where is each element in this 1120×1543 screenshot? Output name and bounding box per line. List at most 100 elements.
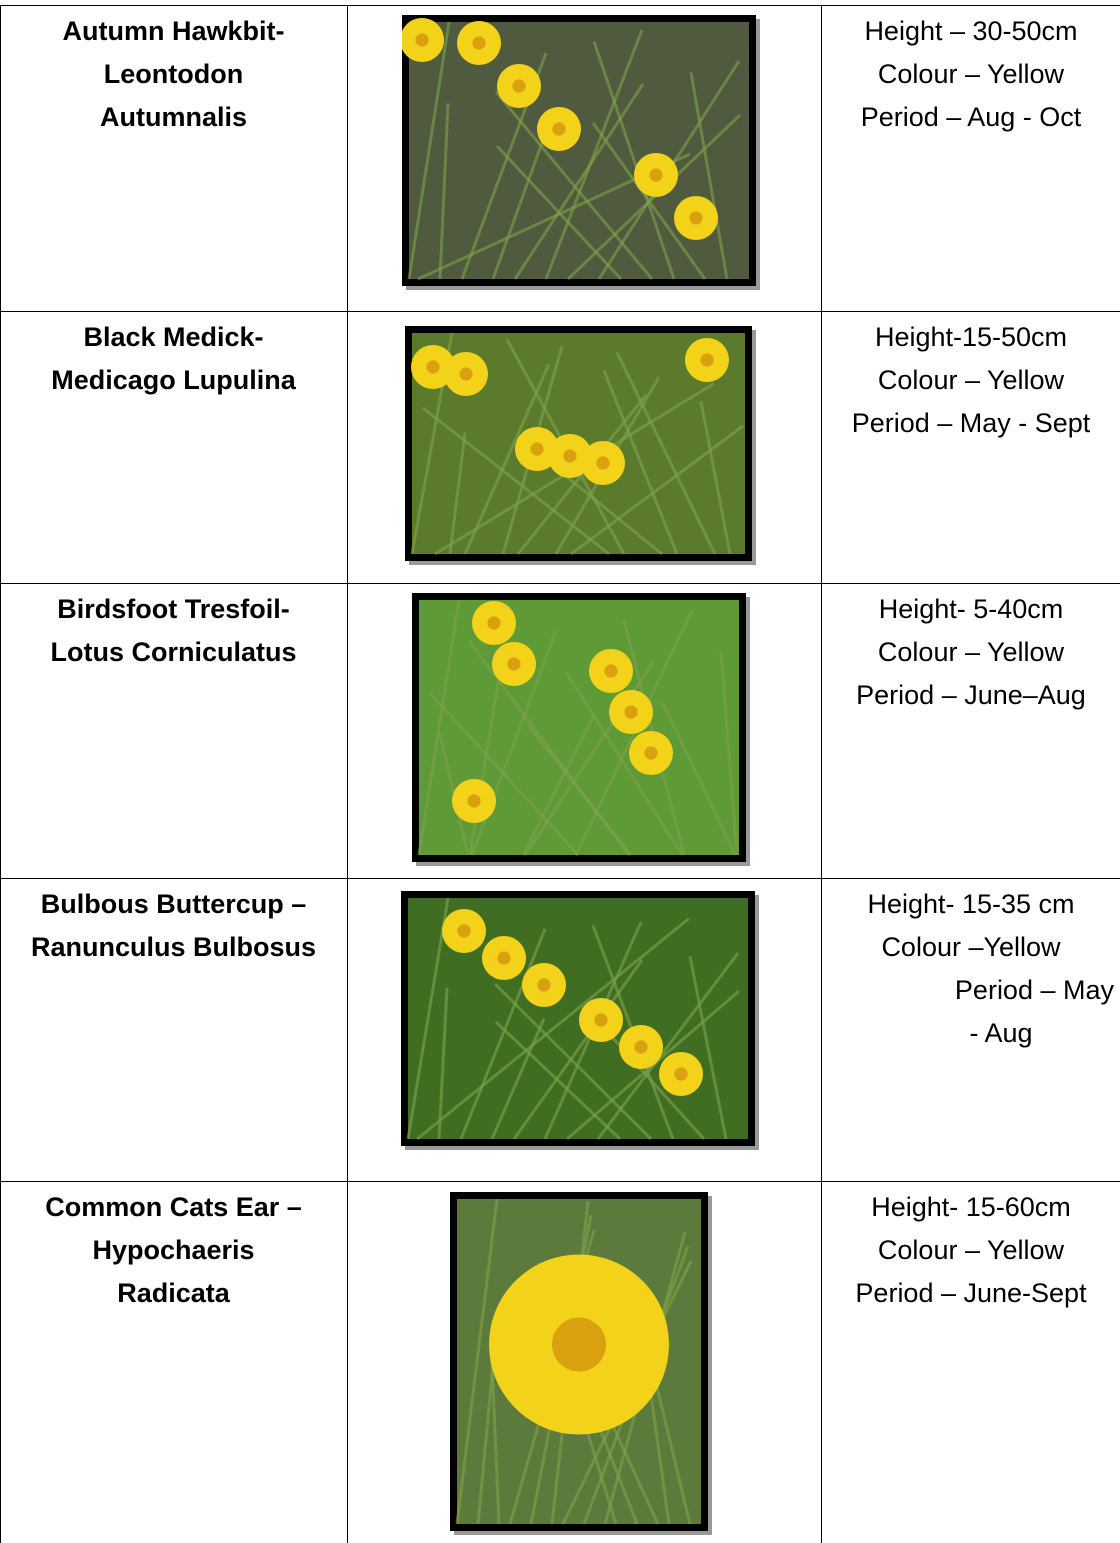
detail-line: Height – 30-50cm	[864, 16, 1078, 46]
detail-line: Height- 15-60cm	[871, 1192, 1071, 1222]
photo-detail	[489, 1339, 501, 1525]
row-border	[0, 1181, 1120, 1182]
name-line: Lotus Corniculatus	[50, 637, 297, 667]
photo-detail	[649, 168, 663, 182]
photo-detail	[494, 1020, 622, 1141]
plant-name: Black Medick- Medicago Lupulina	[0, 316, 347, 402]
plant-photo	[401, 891, 759, 1150]
photo-detail	[416, 917, 690, 1141]
table-border	[0, 5, 1120, 6]
photo-detail	[564, 671, 684, 856]
plant-details: Height- 15-60cm Colour – Yellow Period – J…	[822, 1186, 1120, 1315]
name-line: Autumn Hawkbit-	[62, 16, 285, 46]
detail-line: Colour – Yellow	[877, 1235, 1065, 1265]
photo-detail	[507, 657, 521, 671]
photo-detail	[494, 91, 654, 280]
name-line: Autumnalis	[99, 102, 247, 132]
photo-detail	[493, 982, 653, 1141]
photo-detail	[467, 640, 631, 856]
column-border	[821, 5, 822, 1543]
photo-detail	[476, 1353, 496, 1525]
photo-detail	[437, 987, 449, 1140]
detail-line: - Aug	[969, 1018, 1033, 1048]
name-line: Birdsfoot Tresfoil-	[57, 594, 290, 624]
photo-detail	[592, 41, 676, 280]
photo-detail	[661, 702, 737, 856]
photo-detail	[624, 705, 638, 719]
photo-detail	[699, 401, 732, 555]
photo-detail	[513, 83, 645, 280]
table-border	[0, 5, 1, 1543]
plant-name: Common Cats Ear – Hypochaeris Radicata	[0, 1186, 347, 1315]
photo-detail	[463, 363, 551, 555]
photo-detail	[700, 353, 714, 367]
photo-detail	[512, 79, 526, 93]
photo-detail	[455, 1198, 499, 1525]
photo-detail	[596, 456, 610, 470]
detail-line: Colour – Yellow	[877, 365, 1065, 395]
photo-detail	[521, 712, 597, 856]
photo-detail	[512, 959, 644, 1140]
photo-detail	[495, 144, 623, 281]
name-line: Ranunculus Bulbosus	[30, 932, 317, 962]
detail-line: Period – Aug - Oct	[860, 102, 1082, 132]
photo-detail	[634, 1040, 648, 1054]
photo-detail	[459, 367, 473, 381]
photo-detail	[604, 664, 618, 678]
row-border	[0, 583, 1120, 584]
name-line: Black Medick-	[83, 322, 264, 352]
detail-line: Height- 15-35 cm	[867, 889, 1075, 919]
plant-details: Height – 30-50cm Colour – Yellow Period – …	[822, 10, 1120, 139]
name-line: Common Cats Ear –	[45, 1192, 302, 1222]
name-line: Radicata	[117, 1278, 230, 1308]
photo-detail	[544, 29, 644, 280]
photo-detail	[468, 682, 500, 856]
photo-detail	[426, 360, 440, 374]
name-line: Hypochaeris	[92, 1235, 255, 1265]
photo-detail	[457, 924, 471, 938]
plant-name: Bulbous Buttercup – Ranunculus Bulbosus	[0, 883, 347, 969]
detail-line: Height- 5-40cm	[878, 594, 1064, 624]
plant-photo	[405, 326, 756, 565]
detail-line: Period – June-Sept	[855, 1278, 1087, 1308]
photo-detail	[719, 651, 739, 856]
row-border	[0, 311, 1120, 312]
detail-line: Period – May - Sept	[851, 408, 1091, 438]
detail-line: Height-15-50cm	[874, 322, 1068, 352]
photo-detail	[438, 103, 450, 280]
photo-detail	[689, 211, 703, 225]
plant-details: Height-15-50cm Colour – Yellow Period – Ma…	[822, 316, 1120, 445]
photo-detail	[422, 406, 610, 556]
photo-detail	[563, 449, 577, 463]
photo-detail	[415, 33, 429, 47]
photo-detail	[644, 746, 658, 760]
column-border	[347, 5, 348, 1543]
detail-line: Colour – Yellow	[877, 637, 1065, 667]
row-border	[0, 878, 1120, 879]
name-line: Leontodon	[103, 59, 244, 89]
photo-detail	[487, 616, 501, 630]
photo-detail	[552, 122, 566, 136]
name-line: Bulbous Buttercup –	[40, 889, 307, 919]
photo-detail	[674, 1067, 688, 1081]
photo-detail	[591, 122, 707, 280]
plant-name: Birdsfoot Tresfoil- Lotus Corniculatus	[0, 588, 347, 674]
photo-detail	[615, 351, 717, 555]
plant-details: Height- 5-40cm Colour – Yellow Period – Ju…	[822, 588, 1120, 717]
photo-detail	[472, 36, 486, 50]
detail-line: Colour – Yellow	[877, 59, 1065, 89]
photo-detail	[530, 442, 544, 456]
photo-detail	[570, 424, 744, 556]
detail-line: Period – June–Aug	[856, 680, 1086, 710]
photo-detail	[490, 1017, 546, 1140]
photo-detail	[467, 794, 481, 808]
photo-detail	[491, 133, 547, 280]
photo-detail	[689, 72, 729, 280]
detail-line: Period – May	[954, 975, 1114, 1005]
name-line: Medicago Lupulina	[51, 365, 296, 395]
photo-detail	[407, 21, 451, 280]
photo-detail	[602, 369, 679, 555]
plant-photo	[412, 593, 750, 866]
photo-detail	[537, 978, 551, 992]
